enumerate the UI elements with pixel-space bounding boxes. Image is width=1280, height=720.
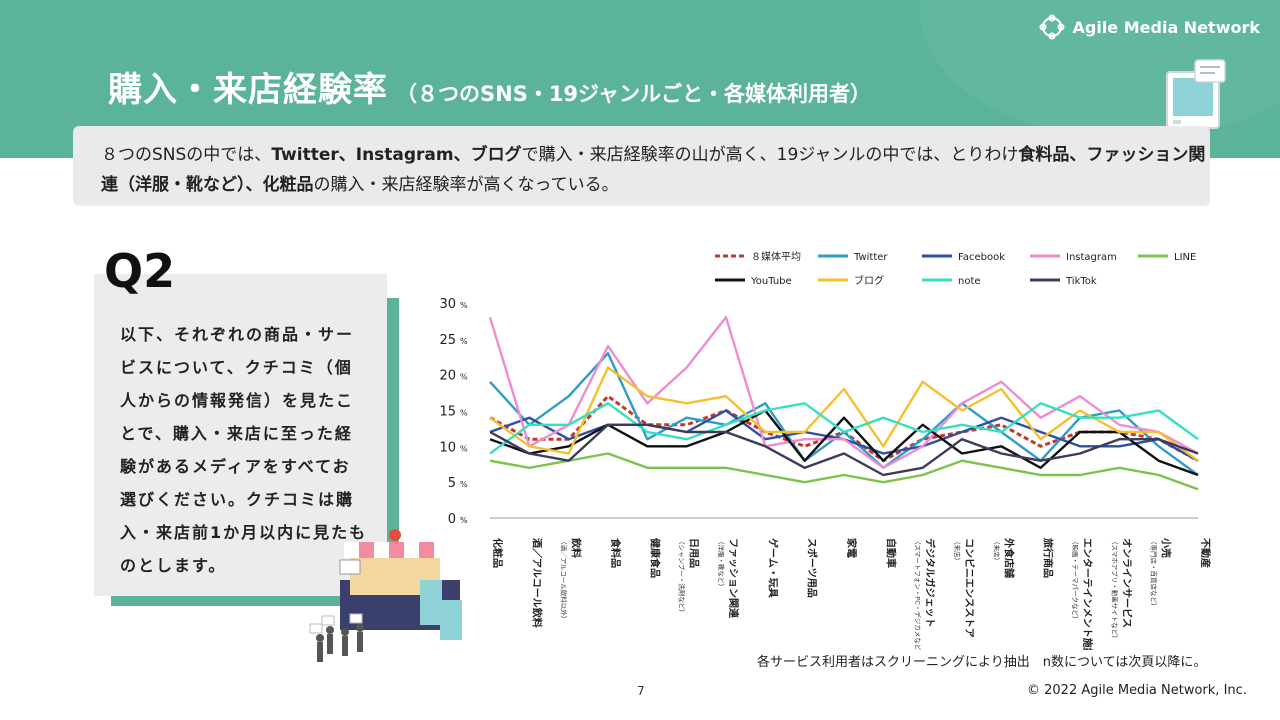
y-tick-unit: %	[460, 373, 468, 382]
x-tick-label-main: 酒／アルコール飲料	[530, 538, 543, 628]
series-line-5	[489, 409, 1199, 477]
page-title-sub: （８つのSNS・19ジャンルごと・各媒体利用者）	[396, 82, 871, 106]
question-card	[94, 274, 387, 596]
x-tick-label: 食料品	[609, 537, 622, 568]
x-tick-label-note: （洋服・靴など）	[717, 538, 726, 590]
x-tick-label-note: （来店）	[992, 538, 1001, 564]
legend-label: ８媒体平均	[751, 251, 801, 263]
x-tick-label-main: コンビニエンスストア	[963, 538, 976, 638]
question-label: Q2	[104, 244, 176, 298]
x-tick-label: エンターテインメント施設（映画・テーマパークなど）	[1071, 538, 1094, 650]
x-tick-label: 家電	[845, 538, 858, 558]
line-chart: 0 % 5 % 10 % 15 % 20 % 25 % 30 % 化粧品 酒／アルコール飲料 飲料（酒／アルコー…	[439, 251, 1212, 650]
x-tick-label: コンビニエンスストア（来店）	[953, 538, 976, 638]
brand-name: Agile Media Network	[1072, 17, 1261, 37]
flower-outline-icon	[1039, 14, 1064, 40]
summary-part: Twitter、Instagram、ブログ	[271, 145, 522, 165]
x-tick-label: 飲料（酒／アルコール飲料以外）	[560, 537, 583, 622]
series-line-8	[489, 423, 1199, 477]
brand: Agile Media Network	[1039, 14, 1261, 40]
x-tick-label-note: （スマホアプリ・動画サイトなど）	[1110, 538, 1119, 642]
legend-label: LINE	[1174, 252, 1196, 263]
legend-label: Facebook	[958, 252, 1005, 263]
y-tick-unit: %	[460, 516, 468, 525]
x-tick-label: 自動車	[884, 538, 897, 568]
x-tick-label: デジタルガジェット（スマートフォン・PC・デジカメなど）	[914, 538, 937, 650]
legend-label: Twitter	[853, 252, 888, 263]
summary-part: の購入・来店経験率が高くなっている。	[313, 175, 619, 195]
series-line-4	[489, 452, 1199, 491]
x-tick-label: スポーツ用品	[806, 538, 819, 598]
x-tick-label-main: ゲーム・玩具	[766, 538, 779, 598]
x-tick-label-note: （スマートフォン・PC・デジカメなど）	[914, 538, 923, 650]
x-tick-label-note: （映画・テーマパークなど）	[1071, 538, 1080, 623]
summary-part: ８つのSNSの中では、	[101, 145, 272, 165]
x-tick-label: 化粧品	[491, 538, 504, 568]
x-tick-label-main: 家電	[845, 538, 858, 558]
x-tick-label: ファッション関連（洋服・靴など）	[717, 538, 740, 619]
x-tick-label-main: オンラインサービス	[1120, 538, 1133, 628]
x-tick-label-note: （シャンプー・洗剤など）	[678, 538, 687, 616]
x-tick-label-main: 小売	[1160, 537, 1173, 558]
y-tick-label: 20	[439, 369, 456, 384]
legend-label: note	[958, 276, 981, 287]
x-tick-label-note: （専門店・百貨店など）	[1150, 538, 1159, 610]
x-tick-label-main: 旅行商品	[1042, 538, 1055, 578]
summary-box: ８つのSNSの中では、Twitter、Instagram、ブログで購入・来店経験…	[73, 126, 1210, 206]
x-tick-label: 酒／アルコール飲料	[530, 538, 543, 628]
storefront-illustration-icon	[309, 529, 462, 662]
x-tick-label: 外食店舗（来店）	[992, 537, 1015, 578]
page-number: 7	[637, 684, 645, 698]
y-tick-label: 30	[439, 297, 456, 312]
x-tick-label-main: 不動産	[1199, 538, 1212, 568]
copyright: © 2022 Agile Media Network, Inc.	[1027, 683, 1247, 698]
y-tick-unit: %	[460, 444, 468, 453]
x-tick-label-main: 飲料	[570, 537, 583, 558]
y-tick-unit: %	[460, 480, 468, 489]
summary-part: で購入・来店経験率の山が高く、19ジャンルの中では、とりわけ	[521, 145, 1019, 165]
x-tick-label: 小売（専門店・百貨店など）	[1150, 537, 1173, 610]
x-tick-label: 旅行商品	[1042, 538, 1055, 578]
y-tick-unit: %	[460, 337, 468, 346]
y-tick-label: 0	[448, 512, 456, 527]
x-tick-label-main: 自動車	[884, 538, 897, 568]
y-tick-unit: %	[460, 409, 468, 418]
x-tick-label-main: ファッション関連	[727, 538, 740, 619]
y-tick-unit: %	[460, 301, 468, 310]
summary-part: ファッション関連（洋服・靴など）、化粧品	[101, 145, 1206, 195]
x-tick-label-main: 日用品	[688, 538, 700, 568]
y-tick-label: 10	[439, 440, 456, 455]
x-tick-label: 日用品（シャンプー・洗剤など）	[678, 538, 700, 616]
x-tick-label-main: 化粧品	[491, 538, 504, 568]
page-title-main: 購入・来店経験率	[108, 70, 388, 110]
series-line-7	[489, 402, 1199, 455]
legend-label: YouTube	[750, 276, 792, 287]
series-line-3	[488, 316, 1199, 469]
series-line-6	[489, 366, 1199, 462]
y-tick-label: 25	[439, 333, 456, 348]
monitor-illustration-icon	[1166, 59, 1226, 129]
x-tick-label-main: 外食店舗	[1002, 537, 1015, 578]
legend-label: ブログ	[854, 274, 884, 287]
x-tick-label-main: デジタルガジェット	[924, 538, 937, 628]
x-tick-label-note: （来店）	[953, 538, 962, 564]
x-tick-label-main: 健康食品	[648, 538, 661, 578]
legend-label: Instagram	[1066, 252, 1117, 263]
x-tick-label: 不動産	[1199, 538, 1212, 568]
x-tick-label: オンラインサービス（スマホアプリ・動画サイトなど）	[1110, 538, 1133, 642]
x-tick-label-note: （酒／アルコール飲料以外）	[560, 538, 569, 622]
legend-label: TikTok	[1065, 276, 1097, 287]
question-text: 以下、それぞれの商品・サービスについて、クチコミ（個人からの情報発信）を見たこと…	[120, 325, 368, 575]
x-tick-label-main: 食料品	[609, 537, 622, 568]
page-title: 購入・来店経験率 （８つのSNS・19ジャンルごと・各媒体利用者）	[108, 62, 871, 111]
summary-part: 食料品、	[1018, 145, 1087, 165]
x-tick-label: 健康食品	[648, 538, 661, 578]
x-tick-label-main: エンターテインメント施設	[1081, 538, 1094, 650]
x-tick-label-main: スポーツ用品	[806, 538, 819, 598]
footnote: 各サービス利用者はスクリーニングにより抽出 n数については次頁以降に。	[757, 655, 1207, 670]
y-tick-label: 5	[448, 476, 456, 491]
y-tick-label: 15	[439, 405, 456, 420]
x-tick-label: ゲーム・玩具	[766, 538, 779, 598]
